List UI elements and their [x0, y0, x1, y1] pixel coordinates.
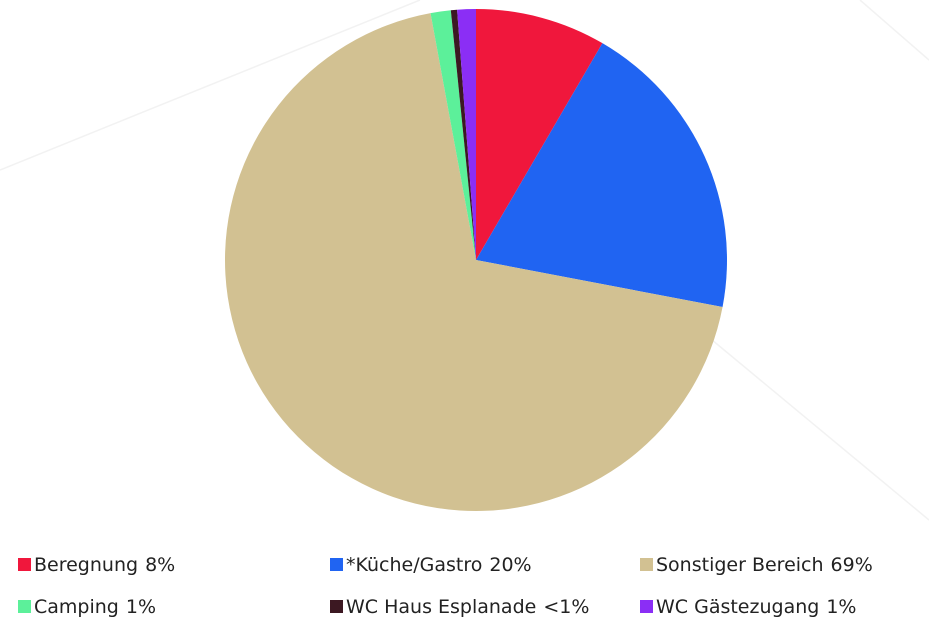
legend-value: 20%	[489, 554, 531, 576]
legend-swatch	[18, 558, 31, 571]
pie-slice	[457, 9, 476, 260]
legend-name: Sonstiger Bereich	[656, 554, 824, 576]
legend-name: WC Haus Esplanade	[346, 596, 536, 618]
bg-line	[0, 0, 421, 171]
legend-label: *Küche/Gastro 20%	[346, 554, 532, 576]
legend-value: 8%	[145, 554, 175, 576]
pie-slice	[476, 43, 727, 308]
legend-label: Sonstiger Bereich 69%	[656, 554, 873, 576]
legend-value: 1%	[126, 596, 156, 618]
legend-swatch	[640, 558, 653, 571]
legend-swatch	[330, 600, 343, 613]
legend-value: 69%	[831, 554, 873, 576]
legend-name: Beregnung	[34, 554, 138, 576]
background-lines	[0, 0, 929, 521]
legend-swatch	[330, 558, 343, 571]
legend-name: Camping	[34, 596, 119, 618]
legend-value: <1%	[543, 596, 589, 618]
legend-label: Beregnung 8%	[34, 554, 175, 576]
legend-value: 1%	[826, 596, 856, 618]
pie-slice	[476, 9, 603, 260]
legend-swatch	[640, 600, 653, 613]
legend-label: WC Haus Esplanade <1%	[346, 596, 589, 618]
legend-name: WC Gästezugang	[656, 596, 819, 618]
pie-slice	[430, 10, 476, 261]
legend-label: WC Gästezugang 1%	[656, 596, 856, 618]
pie-slice	[450, 9, 476, 260]
legend-name: *Küche/Gastro	[346, 554, 482, 576]
legend-label: Camping 1%	[34, 596, 156, 618]
bg-line	[859, 0, 929, 61]
legend-swatch	[18, 600, 31, 613]
pie-slice	[225, 13, 723, 512]
bg-line	[699, 329, 929, 521]
